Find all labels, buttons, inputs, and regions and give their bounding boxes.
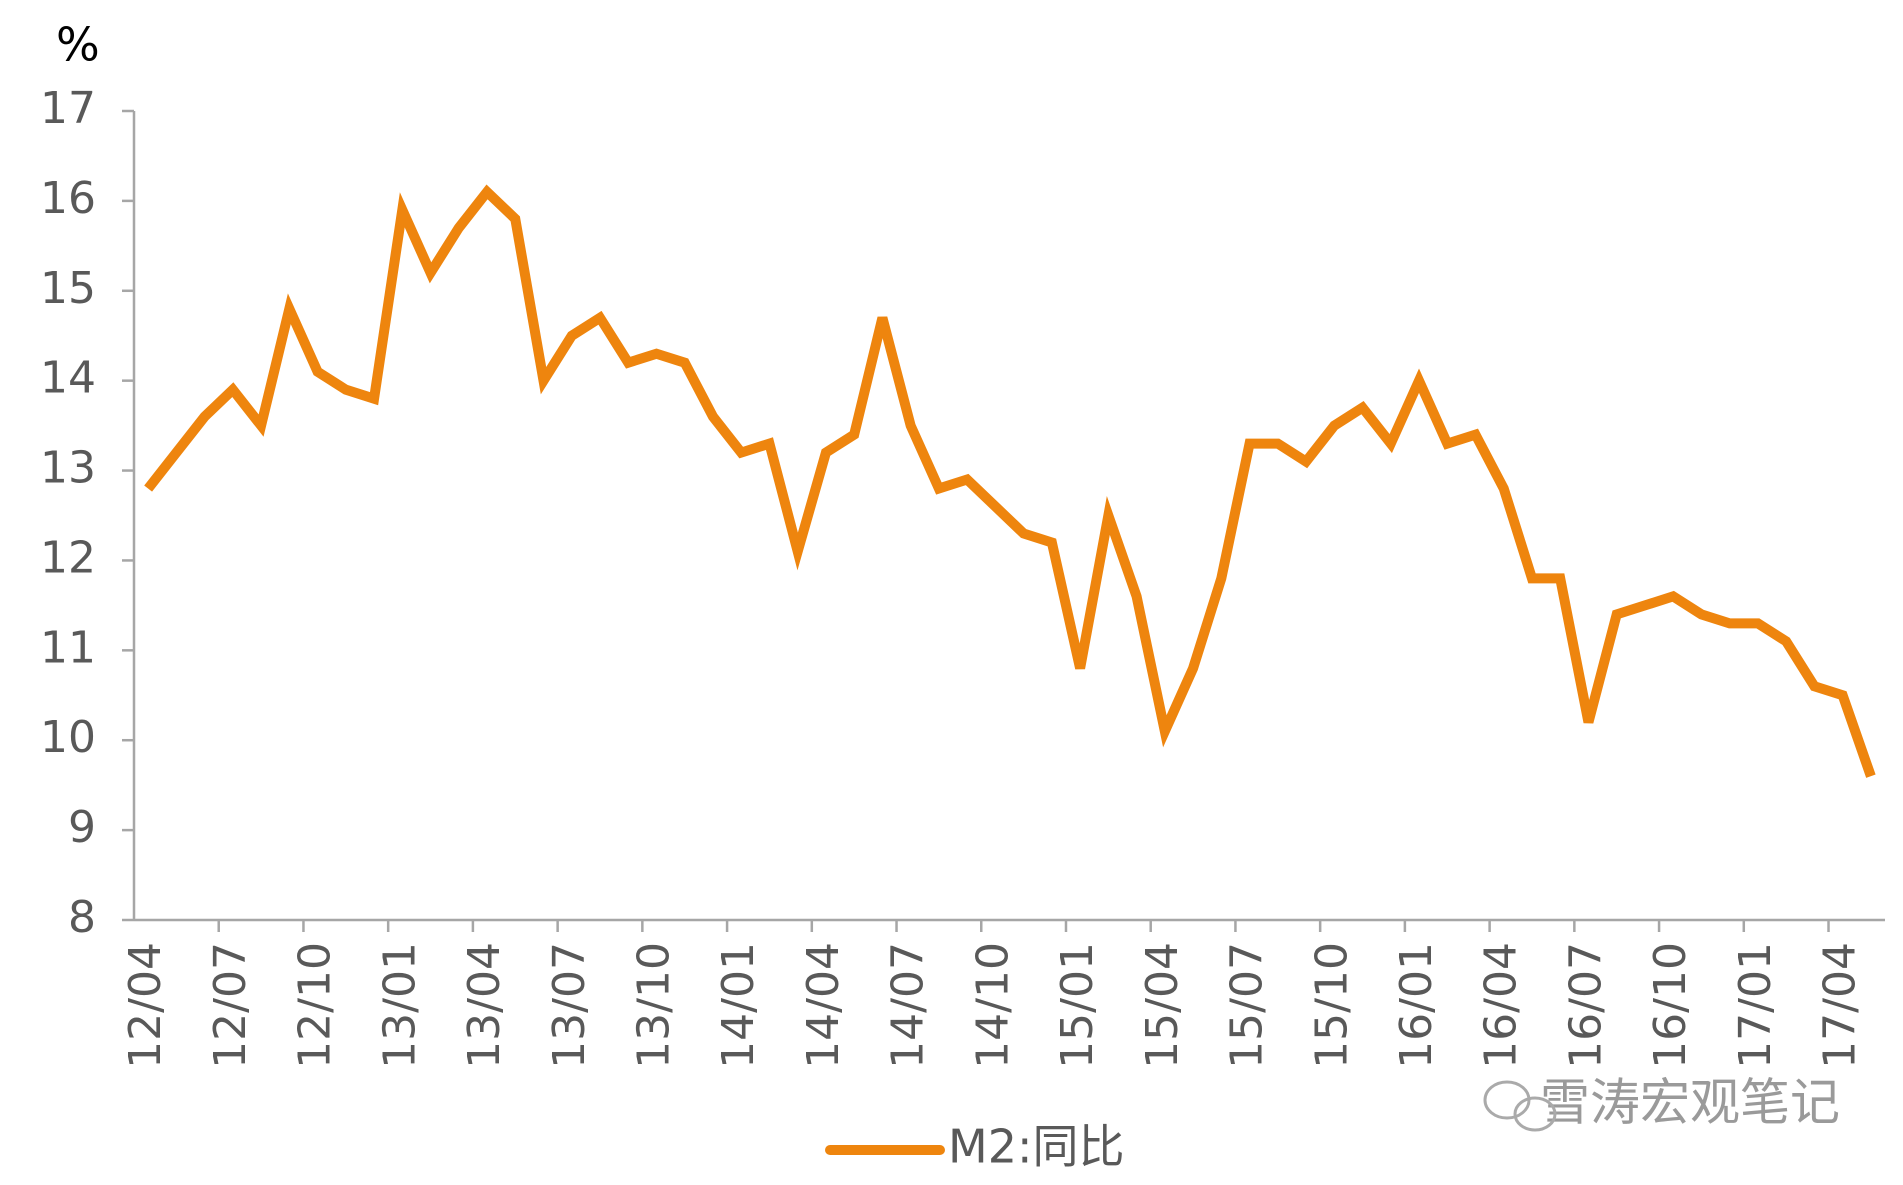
x-tick-label: 14/01 — [713, 942, 764, 1069]
x-tick-label: 13/10 — [628, 942, 679, 1069]
x-tick-label: 13/07 — [544, 942, 595, 1069]
y-tick-label: 11 — [40, 622, 96, 673]
y-tick-label: 17 — [40, 83, 96, 134]
x-tick-label: 16/10 — [1645, 942, 1696, 1069]
x-tick-label: 14/04 — [798, 942, 849, 1069]
y-tick-label: 16 — [40, 173, 96, 224]
x-tick-label: 12/07 — [205, 942, 256, 1069]
line — [144, 184, 1876, 778]
x-tick-label: 13/04 — [459, 942, 510, 1069]
x-tick-label: 15/01 — [1052, 942, 1103, 1069]
y-tick-label: 14 — [40, 353, 96, 404]
x-tick-label: 16/01 — [1391, 942, 1442, 1069]
y-tick-label: 12 — [40, 532, 96, 583]
x-tick-label: 17/01 — [1730, 942, 1781, 1069]
watermark-icon — [1483, 1080, 1557, 1132]
x-tick-label: 12/10 — [290, 942, 341, 1069]
y-tick-label: 15 — [40, 263, 96, 314]
x-tick-label: 16/07 — [1560, 942, 1611, 1069]
x-tick-label: 16/04 — [1476, 942, 1527, 1069]
x-tick-label: 15/04 — [1137, 942, 1188, 1069]
watermark: 雪涛宏观笔记 — [1540, 1074, 1840, 1132]
x-tick-label: 14/07 — [883, 942, 934, 1069]
x-tick-label: 15/10 — [1306, 942, 1357, 1069]
x-tick-label: 17/04 — [1815, 942, 1866, 1069]
y-tick-label: 8 — [68, 892, 96, 943]
x-tick-label: 12/04 — [120, 942, 171, 1069]
x-tick-label: 13/01 — [374, 942, 425, 1069]
legend-label: M2:同比 — [948, 1120, 1124, 1174]
y-tick-label: 13 — [40, 443, 96, 494]
x-tick-label: 15/07 — [1222, 942, 1273, 1069]
y-unit: % — [56, 18, 100, 72]
x-tick-label: 14/10 — [967, 942, 1018, 1069]
y-tick-label: 10 — [40, 712, 96, 763]
y-tick-label: 9 — [68, 802, 96, 853]
